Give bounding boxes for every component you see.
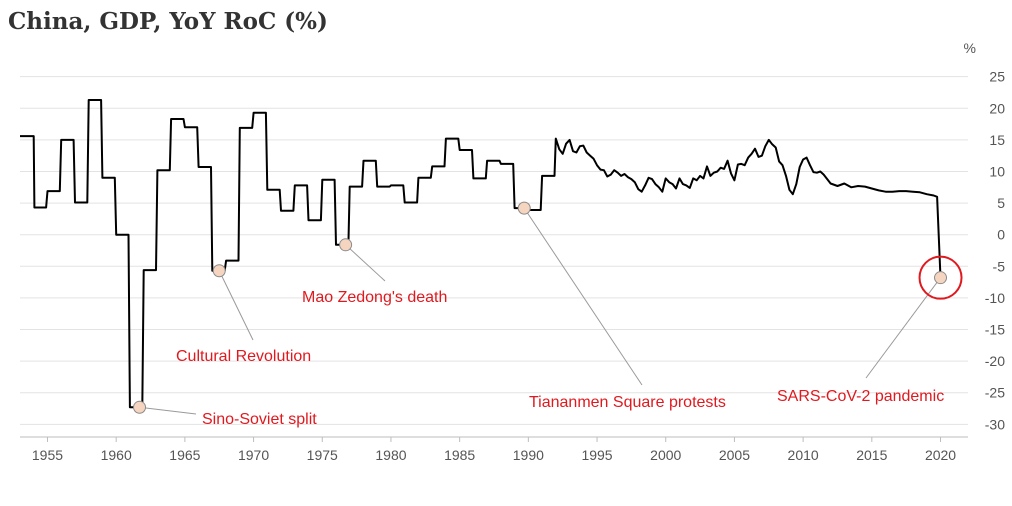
y-tick-label: -25: [985, 385, 1005, 401]
highlight-ring: [918, 255, 963, 300]
gdp-series-line: [20, 99, 942, 409]
x-tick-label: 1985: [444, 447, 475, 463]
x-tick-label: 2000: [650, 447, 681, 463]
x-tick-label: 1980: [375, 447, 406, 463]
annotation-label: SARS-CoV-2 pandemic: [777, 388, 944, 405]
annotation-label: Tiananmen Square protests: [529, 394, 726, 411]
y-tick-label: 25: [989, 69, 1005, 85]
annotation-marker: [517, 201, 531, 215]
x-tick-label: 1975: [307, 447, 338, 463]
grid-lines: [20, 76, 968, 425]
annotation-markers: [133, 201, 963, 414]
annotation-leader-line: [218, 270, 254, 341]
x-tick-label: 2020: [925, 447, 956, 463]
y-tick-label: -30: [985, 416, 1005, 432]
annotation-marker: [339, 238, 353, 252]
x-tick-label: 2015: [856, 447, 887, 463]
annotation-leader-line: [345, 244, 386, 282]
x-tick-label: 1960: [101, 447, 132, 463]
y-tick-label: -10: [985, 290, 1005, 306]
x-tick-label: 1970: [238, 447, 269, 463]
y-tick-label: 20: [989, 100, 1005, 116]
y-tick-label: 5: [997, 195, 1005, 211]
annotation-leader-line: [865, 277, 941, 379]
annotation-leaders: [139, 207, 941, 415]
x-tick-label: 1965: [169, 447, 200, 463]
annotation-marker: [133, 400, 147, 414]
chart-title: China, GDP, YoY RoC (%): [8, 8, 328, 35]
y-tick-label: -20: [985, 353, 1005, 369]
x-tick-label: 1995: [581, 447, 612, 463]
x-tick-label: 1955: [32, 447, 63, 463]
y-tick-label: 0: [997, 227, 1005, 243]
annotation-marker: [212, 264, 226, 278]
y-axis-unit: %: [964, 40, 976, 56]
x-tick-label: 1990: [513, 447, 544, 463]
y-tick-label: -15: [985, 322, 1005, 338]
x-tick-label: 2010: [788, 447, 819, 463]
y-tick-label: 10: [989, 163, 1005, 179]
annotation-label: Cultural Revolution: [176, 348, 311, 365]
y-tick-label: 15: [989, 132, 1005, 148]
annotation-label: Sino-Soviet split: [202, 411, 317, 428]
annotation-leader-line: [523, 207, 643, 386]
annotation-leader-line: [139, 406, 197, 415]
annotation-marker: [934, 271, 948, 285]
annotation-label: Mao Zedong's death: [302, 289, 447, 306]
x-tick-label: 2005: [719, 447, 750, 463]
y-tick-label: -5: [993, 258, 1006, 274]
annotation-labels: Sino-Soviet split Cultural Revolution Mao …: [176, 289, 944, 428]
data-series: [20, 99, 942, 409]
